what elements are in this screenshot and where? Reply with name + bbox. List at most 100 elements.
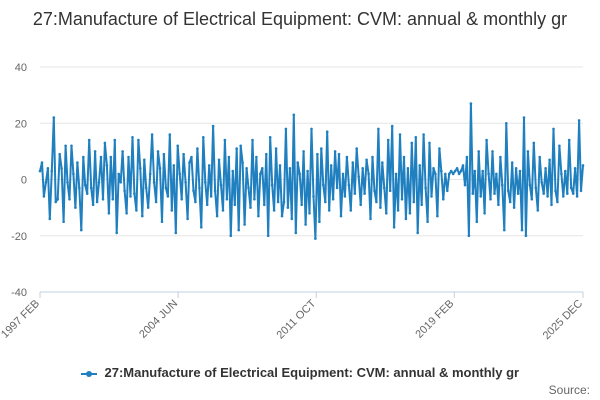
data-point[interactable] bbox=[489, 197, 492, 201]
data-point[interactable] bbox=[251, 138, 254, 142]
data-point[interactable] bbox=[353, 192, 357, 195]
data-point[interactable] bbox=[235, 147, 238, 150]
data-point[interactable] bbox=[292, 113, 296, 117]
data-point[interactable] bbox=[105, 164, 109, 167]
data-point[interactable] bbox=[48, 217, 52, 221]
data-point[interactable] bbox=[190, 155, 193, 159]
data-point[interactable] bbox=[473, 169, 477, 173]
series-line[interactable] bbox=[39, 102, 584, 240]
data-point[interactable] bbox=[174, 231, 178, 235]
data-point[interactable] bbox=[284, 127, 288, 131]
data-point[interactable] bbox=[518, 169, 522, 173]
data-point[interactable] bbox=[164, 186, 168, 190]
data-point[interactable] bbox=[270, 183, 274, 187]
data-point[interactable] bbox=[418, 164, 422, 167]
data-point[interactable] bbox=[538, 155, 541, 159]
data-point[interactable] bbox=[310, 127, 313, 131]
data-point[interactable] bbox=[335, 186, 339, 190]
data-point[interactable] bbox=[139, 167, 142, 170]
data-point[interactable] bbox=[46, 167, 50, 170]
data-point[interactable] bbox=[341, 172, 345, 176]
data-point[interactable] bbox=[97, 181, 101, 184]
data-point[interactable] bbox=[383, 186, 386, 190]
data-point[interactable] bbox=[436, 214, 439, 218]
data-point[interactable] bbox=[99, 155, 103, 159]
data-point[interactable] bbox=[493, 192, 496, 195]
data-point[interactable] bbox=[265, 152, 268, 156]
data-point[interactable] bbox=[223, 138, 227, 142]
data-point[interactable] bbox=[404, 217, 408, 221]
data-point[interactable] bbox=[359, 203, 363, 207]
data-point[interactable] bbox=[501, 183, 504, 187]
data-point[interactable] bbox=[160, 220, 164, 223]
data-point[interactable] bbox=[440, 169, 443, 173]
data-point[interactable] bbox=[148, 172, 152, 176]
data-point[interactable] bbox=[398, 133, 402, 136]
data-point[interactable] bbox=[70, 144, 73, 148]
data-point[interactable] bbox=[363, 192, 366, 195]
data-point[interactable] bbox=[259, 172, 262, 176]
data-point[interactable] bbox=[388, 189, 392, 193]
data-point[interactable] bbox=[540, 181, 543, 184]
data-point[interactable] bbox=[109, 155, 113, 159]
data-point[interactable] bbox=[268, 136, 272, 139]
data-point[interactable] bbox=[62, 220, 65, 223]
data-point[interactable] bbox=[85, 192, 89, 195]
data-point[interactable] bbox=[514, 167, 518, 170]
data-point[interactable] bbox=[172, 164, 176, 167]
data-point[interactable] bbox=[510, 161, 514, 164]
data-point[interactable] bbox=[227, 155, 231, 159]
data-point[interactable] bbox=[347, 183, 351, 187]
data-point[interactable] bbox=[548, 158, 551, 162]
data-point[interactable] bbox=[567, 138, 571, 142]
data-point[interactable] bbox=[465, 155, 469, 159]
data-point[interactable] bbox=[402, 155, 406, 159]
data-point[interactable] bbox=[558, 144, 561, 148]
data-point[interactable] bbox=[278, 164, 282, 167]
data-point[interactable] bbox=[89, 186, 93, 190]
data-point[interactable] bbox=[394, 172, 398, 176]
data-point[interactable] bbox=[115, 231, 118, 235]
data-point[interactable] bbox=[249, 206, 252, 209]
data-point[interactable] bbox=[577, 119, 581, 122]
data-point[interactable] bbox=[64, 144, 67, 148]
data-point[interactable] bbox=[117, 172, 120, 176]
data-point[interactable] bbox=[54, 200, 57, 204]
data-point[interactable] bbox=[327, 209, 331, 212]
data-point[interactable] bbox=[461, 164, 465, 167]
data-point[interactable] bbox=[426, 220, 429, 223]
data-point[interactable] bbox=[144, 186, 148, 190]
data-point[interactable] bbox=[483, 212, 486, 215]
data-point[interactable] bbox=[280, 214, 284, 218]
data-point[interactable] bbox=[180, 197, 183, 201]
data-point[interactable] bbox=[390, 124, 394, 128]
data-point[interactable] bbox=[170, 209, 174, 212]
data-point[interactable] bbox=[331, 197, 335, 201]
data-point[interactable] bbox=[469, 102, 473, 105]
data-point[interactable] bbox=[325, 130, 329, 133]
data-point[interactable] bbox=[298, 172, 302, 176]
data-point[interactable] bbox=[182, 152, 185, 156]
data-point[interactable] bbox=[125, 212, 128, 215]
data-point[interactable] bbox=[562, 195, 565, 198]
data-point[interactable] bbox=[345, 155, 349, 159]
data-point[interactable] bbox=[544, 167, 547, 170]
data-point[interactable] bbox=[308, 212, 311, 215]
data-point[interactable] bbox=[499, 155, 502, 159]
data-point[interactable] bbox=[505, 122, 508, 125]
data-point[interactable] bbox=[107, 212, 111, 215]
data-point[interactable] bbox=[282, 200, 286, 204]
data-point[interactable] bbox=[87, 138, 91, 142]
data-point[interactable] bbox=[184, 181, 187, 184]
data-point[interactable] bbox=[357, 175, 361, 178]
data-point[interactable] bbox=[420, 203, 424, 207]
data-point[interactable] bbox=[481, 169, 485, 173]
data-point[interactable] bbox=[82, 155, 85, 159]
data-point[interactable] bbox=[233, 203, 237, 207]
data-point[interactable] bbox=[532, 141, 536, 145]
data-point[interactable] bbox=[119, 181, 122, 184]
data-point[interactable] bbox=[143, 158, 146, 162]
data-point[interactable] bbox=[261, 167, 264, 170]
data-point[interactable] bbox=[196, 147, 199, 150]
data-point[interactable] bbox=[286, 206, 290, 209]
